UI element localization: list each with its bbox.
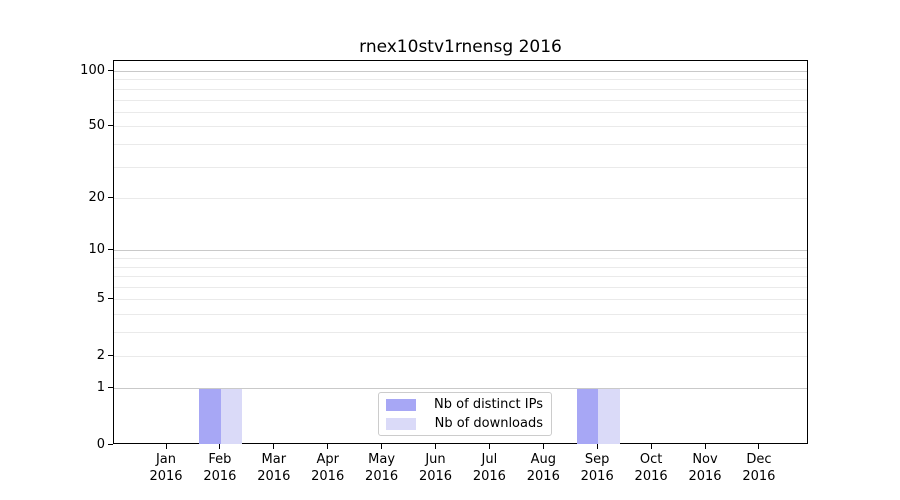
y-axis-tick — [108, 249, 113, 251]
minor-gridline — [114, 111, 807, 113]
x-axis-tick — [542, 444, 544, 449]
minor-gridline — [114, 287, 807, 289]
major-gridline — [114, 71, 807, 72]
y-axis-tick-label: 0 — [96, 436, 105, 452]
x-axis-tick — [650, 444, 652, 449]
x-axis-tick-label: Aug 2016 — [526, 452, 560, 484]
y-axis-tick — [108, 197, 113, 199]
x-axis-tick-label: May 2016 — [365, 452, 399, 484]
x-axis-tick — [327, 444, 329, 449]
bar-downloads-feb — [220, 388, 243, 444]
x-axis-tick-label: Jun 2016 — [418, 452, 453, 484]
x-axis-tick-label: Nov 2016 — [688, 452, 722, 484]
minor-gridline — [114, 88, 807, 90]
x-axis-tick-label: Jul 2016 — [472, 452, 506, 484]
x-axis-tick-label: Feb 2016 — [203, 452, 237, 484]
legend-label-downloads: Nb of downloads — [434, 416, 543, 431]
x-axis-tick — [381, 444, 383, 449]
x-axis-tick-label: Sep 2016 — [580, 452, 614, 484]
y-axis-tick-label: 1 — [96, 380, 105, 396]
legend-swatch-downloads — [386, 417, 416, 430]
minor-gridline — [114, 198, 807, 200]
x-axis-tick-label: Apr 2016 — [311, 452, 345, 484]
x-axis-tick — [596, 444, 598, 449]
x-axis-tick — [704, 444, 706, 449]
minor-gridline — [114, 332, 807, 334]
y-axis-tick — [108, 354, 113, 356]
x-axis-tick — [219, 444, 221, 449]
minor-gridline — [114, 79, 807, 81]
legend-swatch-distinct-ips — [386, 398, 416, 411]
x-axis-tick-label: Dec 2016 — [742, 452, 776, 484]
y-axis-tick-label: 10 — [88, 242, 105, 258]
y-axis-tick — [108, 70, 113, 71]
bar-distinct-ips-sep — [576, 388, 599, 444]
legend-label-distinct-ips: Nb of distinct IPs — [434, 397, 543, 412]
minor-gridline — [114, 258, 807, 260]
x-axis-tick — [435, 444, 436, 449]
y-axis-tick-label: 100 — [80, 63, 105, 78]
y-axis-tick-label: 20 — [88, 190, 105, 206]
x-axis-tick — [758, 444, 760, 449]
x-axis-tick — [165, 444, 167, 449]
y-axis-tick-label: 5 — [96, 291, 105, 307]
major-gridline — [114, 250, 807, 252]
bar-downloads-sep — [598, 388, 620, 444]
minor-gridline — [114, 355, 807, 357]
y-axis-tick — [108, 298, 113, 300]
minor-gridline — [114, 126, 807, 128]
minor-gridline — [114, 143, 807, 145]
y-axis-tick-label: 50 — [88, 118, 105, 134]
y-axis-tick-label: 2 — [96, 347, 105, 363]
x-axis-tick-label: Mar 2016 — [257, 452, 291, 484]
chart-title: rnex10stv1rnensg 2016 — [359, 37, 562, 57]
legend: Nb of distinct IPs Nb of downloads — [378, 392, 552, 436]
y-axis-tick — [108, 125, 113, 127]
bar-distinct-ips-feb — [199, 388, 221, 444]
minor-gridline — [114, 276, 807, 278]
minor-gridline — [114, 166, 807, 168]
legend-entry-distinct-ips: Nb of distinct IPs — [386, 397, 543, 412]
plot-area — [113, 60, 808, 444]
legend-entry-downloads: Nb of downloads — [386, 416, 543, 431]
minor-gridline — [114, 299, 807, 301]
y-axis-tick — [108, 443, 113, 445]
x-axis-tick — [273, 444, 275, 449]
minor-gridline — [114, 99, 807, 101]
x-axis-tick-label: Jan 2016 — [149, 452, 183, 484]
x-axis-tick — [488, 444, 490, 449]
minor-gridline — [114, 266, 807, 268]
minor-gridline — [114, 314, 807, 316]
x-axis-tick-label: Oct 2016 — [634, 452, 668, 484]
y-axis-tick — [108, 387, 113, 389]
major-gridline — [114, 388, 807, 390]
